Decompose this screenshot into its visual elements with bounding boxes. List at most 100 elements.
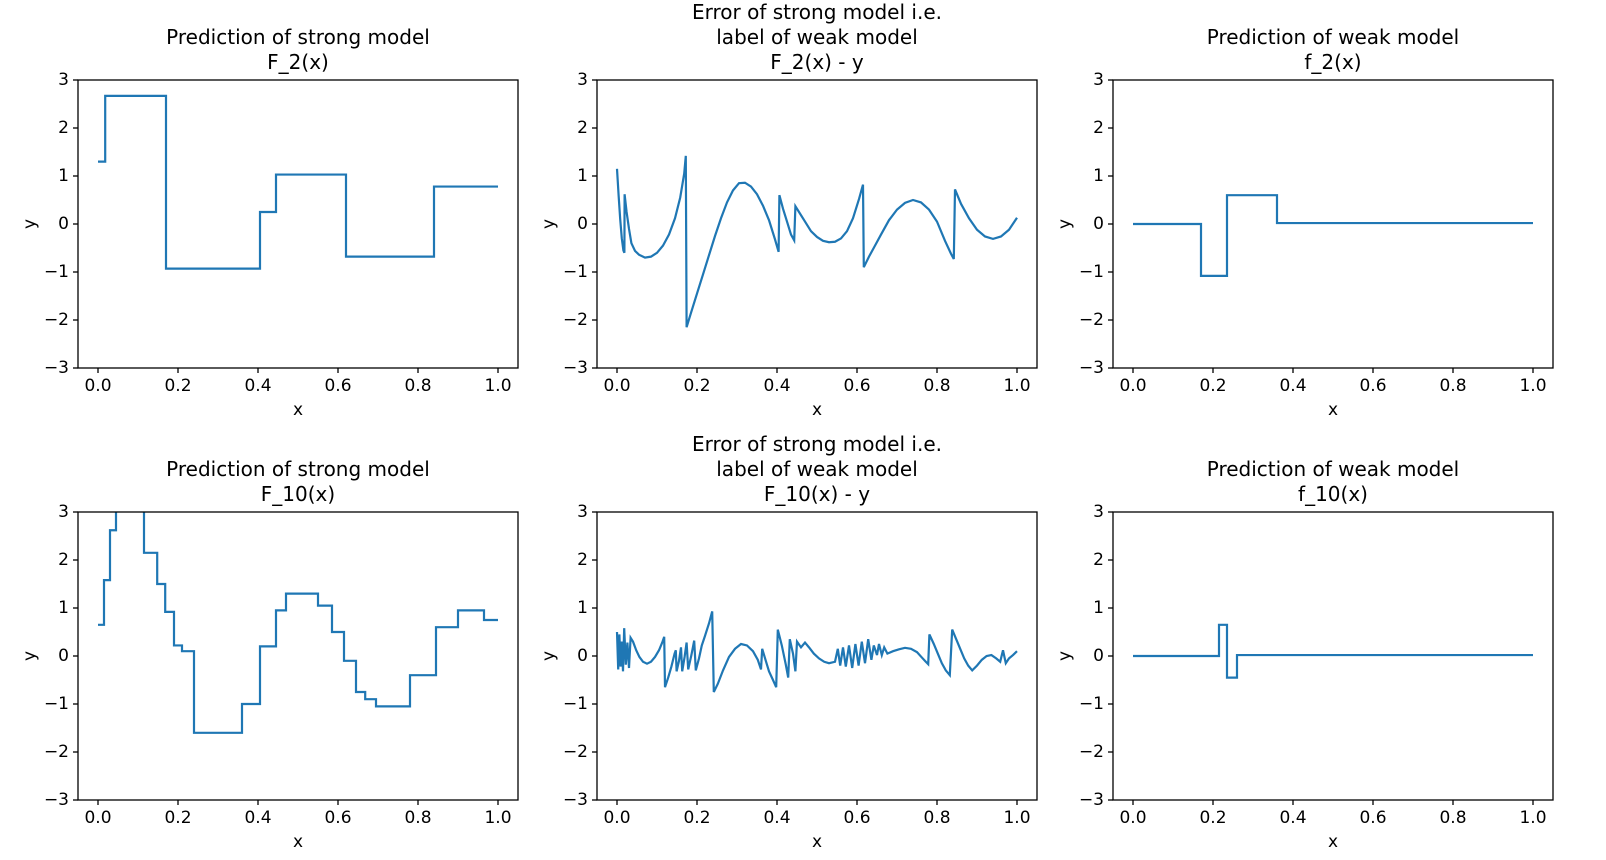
subplot-title: Prediction of weak model f_10(x) bbox=[1206, 457, 1460, 506]
y-tick-label: 2 bbox=[58, 550, 69, 570]
y-tick-label: 1 bbox=[58, 166, 69, 186]
y-tick-label: 3 bbox=[1093, 502, 1104, 522]
x-tick-label: 0.0 bbox=[1119, 376, 1147, 396]
subplot-title: Error of strong model i.e. label of weak… bbox=[692, 0, 942, 74]
x-tick-label: 0.2 bbox=[683, 808, 711, 828]
x-tick-label: 0.0 bbox=[84, 376, 112, 396]
y-tick-label: −2 bbox=[562, 310, 588, 330]
data-line bbox=[1133, 194, 1533, 277]
x-tick-label: 0.0 bbox=[1119, 808, 1147, 828]
y-tick-label: 1 bbox=[1093, 166, 1104, 186]
x-tick-label: 1.0 bbox=[1519, 376, 1547, 396]
data-line bbox=[615, 611, 1018, 693]
axes-spines bbox=[596, 511, 1038, 801]
x-tick-label: 0.4 bbox=[763, 376, 791, 396]
y-tick-label: 3 bbox=[577, 502, 588, 522]
x-tick-label: 0.6 bbox=[1359, 808, 1387, 828]
x-tick-label: 0.4 bbox=[1279, 376, 1307, 396]
y-tick-label: 0 bbox=[1093, 214, 1104, 234]
x-axis-label: x bbox=[811, 400, 823, 420]
subplot-title: Prediction of strong model F_10(x) bbox=[166, 457, 430, 506]
plot-area bbox=[73, 511, 519, 805]
x-tick-label: 0.2 bbox=[1199, 376, 1227, 396]
plot-area bbox=[73, 79, 519, 373]
y-tick-label: 0 bbox=[577, 646, 588, 666]
axes-spines bbox=[1112, 79, 1554, 369]
x-tick-label: 0.2 bbox=[683, 376, 711, 396]
y-tick-label: −1 bbox=[1078, 694, 1104, 714]
y-tick-label: 3 bbox=[58, 70, 69, 90]
x-tick-label: 0.4 bbox=[763, 808, 791, 828]
y-tick-label: −2 bbox=[562, 742, 588, 762]
x-tick-label: 0.8 bbox=[923, 376, 951, 396]
y-tick-label: 1 bbox=[58, 598, 69, 618]
axes-spines bbox=[77, 79, 519, 369]
x-tick-label: 0.6 bbox=[843, 376, 871, 396]
x-tick-label: 1.0 bbox=[1519, 808, 1547, 828]
y-tick-label: −1 bbox=[43, 694, 69, 714]
x-tick-label: 0.0 bbox=[84, 808, 112, 828]
x-tick-label: 0.6 bbox=[1359, 376, 1387, 396]
y-tick-label: 0 bbox=[58, 214, 69, 234]
x-tick-label: 1.0 bbox=[484, 808, 512, 828]
y-tick-label: −1 bbox=[1078, 262, 1104, 282]
x-tick-label: 1.0 bbox=[1003, 808, 1031, 828]
subplot-weak-f2: Prediction of weak model f_2(x) y x 0.0 0… bbox=[1055, 25, 1554, 420]
plot-area bbox=[1108, 511, 1554, 805]
plot-area bbox=[592, 79, 1038, 373]
y-axis-label: y bbox=[1055, 650, 1075, 662]
subplot-error-F2: Error of strong model i.e. label of weak… bbox=[539, 0, 1038, 420]
y-tick-label: −1 bbox=[562, 262, 588, 282]
axes-spines bbox=[1112, 511, 1554, 801]
x-tick-label: 0.8 bbox=[404, 808, 432, 828]
y-tick-label: −2 bbox=[1078, 310, 1104, 330]
x-tick-label: 0.8 bbox=[1439, 808, 1467, 828]
y-tick-label: −2 bbox=[1078, 742, 1104, 762]
x-tick-label: 0.8 bbox=[404, 376, 432, 396]
axes-spines bbox=[596, 79, 1038, 369]
x-tick-label: 0.2 bbox=[1199, 808, 1227, 828]
y-tick-label: −3 bbox=[43, 790, 69, 810]
y-tick-label: 3 bbox=[1093, 70, 1104, 90]
y-tick-label: 1 bbox=[577, 166, 588, 186]
y-tick-label: −1 bbox=[43, 262, 69, 282]
y-tick-label: 3 bbox=[58, 502, 69, 522]
y-tick-label: 2 bbox=[1093, 550, 1104, 570]
data-line bbox=[98, 512, 498, 734]
x-tick-label: 0.6 bbox=[324, 376, 352, 396]
y-tick-label: −2 bbox=[43, 310, 69, 330]
x-axis-label: x bbox=[1327, 400, 1339, 420]
subplot-error-F10: Error of strong model i.e. label of weak… bbox=[539, 432, 1038, 852]
x-tick-label: 0.4 bbox=[1279, 808, 1307, 828]
axes-spines bbox=[77, 511, 519, 801]
x-tick-label: 0.2 bbox=[164, 808, 192, 828]
data-line bbox=[1133, 623, 1533, 679]
y-tick-label: 0 bbox=[577, 214, 588, 234]
y-tick-label: 2 bbox=[577, 118, 588, 138]
subplot-weak-f10: Prediction of weak model f_10(x) y x 0.0… bbox=[1055, 457, 1554, 852]
y-tick-label: 1 bbox=[577, 598, 588, 618]
x-tick-label: 0.6 bbox=[324, 808, 352, 828]
x-axis-label: x bbox=[811, 832, 823, 852]
plot-area bbox=[1108, 79, 1554, 373]
subplot-strong-F10: Prediction of strong model F_10(x) y x 0… bbox=[20, 457, 519, 852]
x-tick-label: 0.8 bbox=[1439, 376, 1467, 396]
x-tick-label: 0.4 bbox=[244, 808, 272, 828]
y-axis-label: y bbox=[1055, 218, 1075, 230]
plot-area bbox=[592, 511, 1038, 805]
y-tick-label: 2 bbox=[58, 118, 69, 138]
y-tick-label: 3 bbox=[577, 70, 588, 90]
y-tick-label: 0 bbox=[1093, 646, 1104, 666]
y-axis-label: y bbox=[20, 218, 40, 230]
y-tick-label: −2 bbox=[43, 742, 69, 762]
x-tick-label: 0.8 bbox=[923, 808, 951, 828]
x-tick-label: 0.0 bbox=[603, 808, 631, 828]
subplot-title: Prediction of weak model f_2(x) bbox=[1206, 25, 1460, 74]
y-tick-label: −1 bbox=[562, 694, 588, 714]
y-axis-label: y bbox=[539, 218, 559, 230]
x-tick-label: 0.2 bbox=[164, 376, 192, 396]
x-tick-label: 0.0 bbox=[603, 376, 631, 396]
x-tick-label: 0.4 bbox=[244, 376, 272, 396]
y-tick-label: −3 bbox=[562, 790, 588, 810]
